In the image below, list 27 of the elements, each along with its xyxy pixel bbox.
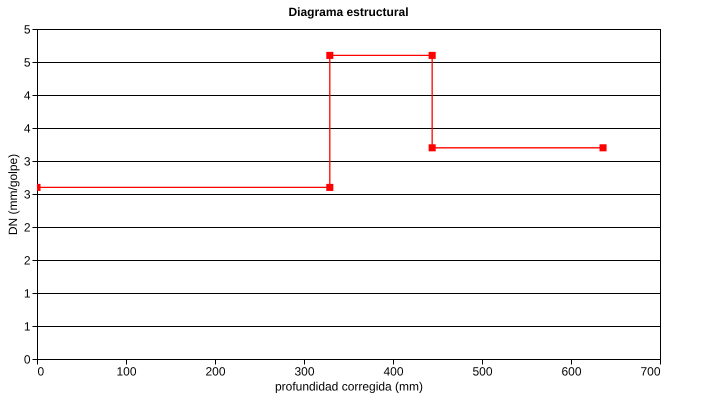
y-tick-label: 2	[24, 254, 31, 268]
y-tick-label: 1	[24, 286, 31, 300]
x-axis-title: profundidad corregida (mm)	[274, 380, 424, 394]
x-tick-label: 0	[38, 364, 44, 378]
x-tick-label: 500	[472, 364, 493, 378]
y-tick-label: 0	[24, 352, 31, 366]
chart-title: Diagrama estructural	[288, 5, 409, 19]
y-tick-label: 5	[24, 22, 31, 36]
x-tick-label: 600	[561, 364, 582, 378]
point	[428, 52, 436, 59]
point	[326, 184, 334, 191]
point	[600, 144, 607, 152]
y-tick-label: 4	[24, 88, 31, 102]
y-tick-label: 1	[24, 320, 31, 334]
y-axis-title: DN (mm/golpe)	[6, 154, 20, 236]
x-tick-label: 100	[116, 364, 137, 378]
y-tick-label: 3	[24, 154, 31, 168]
y-tick-label: 5	[24, 56, 31, 70]
y-tick-label: 2	[24, 220, 31, 234]
x-tick-label: 200	[205, 364, 226, 378]
point	[326, 52, 334, 59]
x-tick-label: 400	[383, 364, 404, 378]
y-tick-label: 3	[24, 188, 31, 202]
x-tick-label: 700	[640, 364, 661, 378]
point	[428, 144, 436, 152]
y-tick-label: 4	[24, 122, 31, 136]
x-tick-label: 300	[294, 364, 315, 378]
